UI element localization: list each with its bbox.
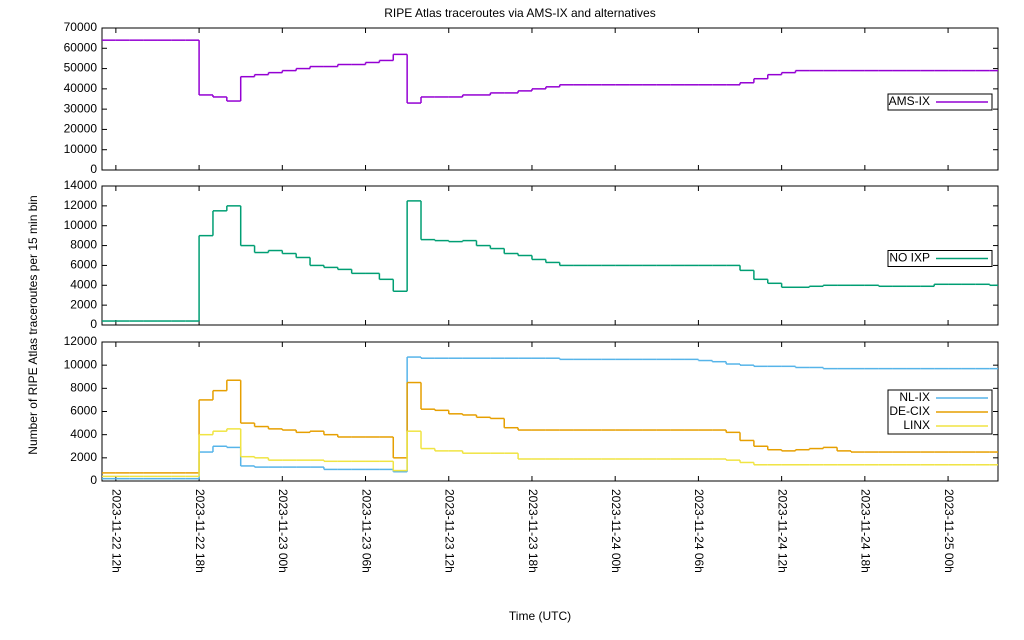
legend-label: AMS-IX <box>889 94 930 108</box>
y-tick-label: 10000 <box>64 142 98 156</box>
legend-label: NL-IX <box>899 390 930 404</box>
y-tick-label: 0 <box>90 162 97 176</box>
legend-label: LINX <box>903 418 930 432</box>
x-tick-label: 2023-11-24 18h <box>859 489 873 573</box>
x-tick-label: 2023-11-24 00h <box>609 489 623 573</box>
y-tick-label: 10000 <box>64 218 98 232</box>
plot-frame <box>101 27 999 171</box>
y-tick-label: 40000 <box>64 81 98 95</box>
y-tick-label: 2000 <box>70 450 97 464</box>
y-tick-label: 60000 <box>64 40 98 54</box>
chart-title: RIPE Atlas traceroutes via AMS-IX and al… <box>384 6 655 20</box>
y-tick-label: 0 <box>90 473 97 487</box>
y-tick-label: 4000 <box>70 427 97 441</box>
y-tick-label: 20000 <box>64 122 98 136</box>
y-tick-label: 14000 <box>64 178 98 192</box>
x-axis-label: Time (UTC) <box>509 609 571 623</box>
y-tick-label: 12000 <box>64 198 98 212</box>
y-tick-label: 6000 <box>70 404 97 418</box>
legend-label: DE-CIX <box>889 404 930 418</box>
x-tick-label: 2023-11-24 12h <box>775 489 789 573</box>
series <box>102 200 998 322</box>
y-tick-label: 10000 <box>64 357 98 371</box>
series <box>102 39 998 104</box>
legend-label: NO IXP <box>889 251 930 265</box>
x-tick-label: 2023-11-24 06h <box>692 489 706 573</box>
series <box>102 379 998 474</box>
x-tick-label: 2023-11-22 18h <box>193 489 207 573</box>
y-axis-label: Number of RIPE Atlas traceroutes per 15 … <box>26 195 40 454</box>
x-tick-label: 2023-11-23 06h <box>359 489 373 573</box>
step-riser <box>198 200 991 322</box>
y-tick-label: 8000 <box>70 381 97 395</box>
x-tick-label: 2023-11-23 18h <box>526 489 540 573</box>
y-tick-label: 8000 <box>70 238 97 252</box>
y-tick-label: 6000 <box>70 258 97 272</box>
y-tick-label: 2000 <box>70 297 97 311</box>
y-tick-label: 4000 <box>70 277 97 291</box>
series <box>102 428 998 478</box>
plot-frame <box>101 341 999 482</box>
y-tick-label: 0 <box>90 317 97 331</box>
x-tick-label: 2023-11-22 12h <box>110 489 124 573</box>
y-tick-label: 12000 <box>64 334 98 348</box>
series <box>102 356 998 480</box>
x-tick-label: 2023-11-23 00h <box>276 489 290 573</box>
step-riser <box>198 357 824 479</box>
plot-frame <box>101 185 999 326</box>
y-tick-label: 50000 <box>64 61 98 75</box>
y-tick-label: 70000 <box>64 20 98 34</box>
y-tick-label: 30000 <box>64 101 98 115</box>
x-tick-label: 2023-11-23 12h <box>443 489 457 573</box>
step-riser <box>198 40 797 104</box>
x-tick-label: 2023-11-25 00h <box>942 489 956 573</box>
